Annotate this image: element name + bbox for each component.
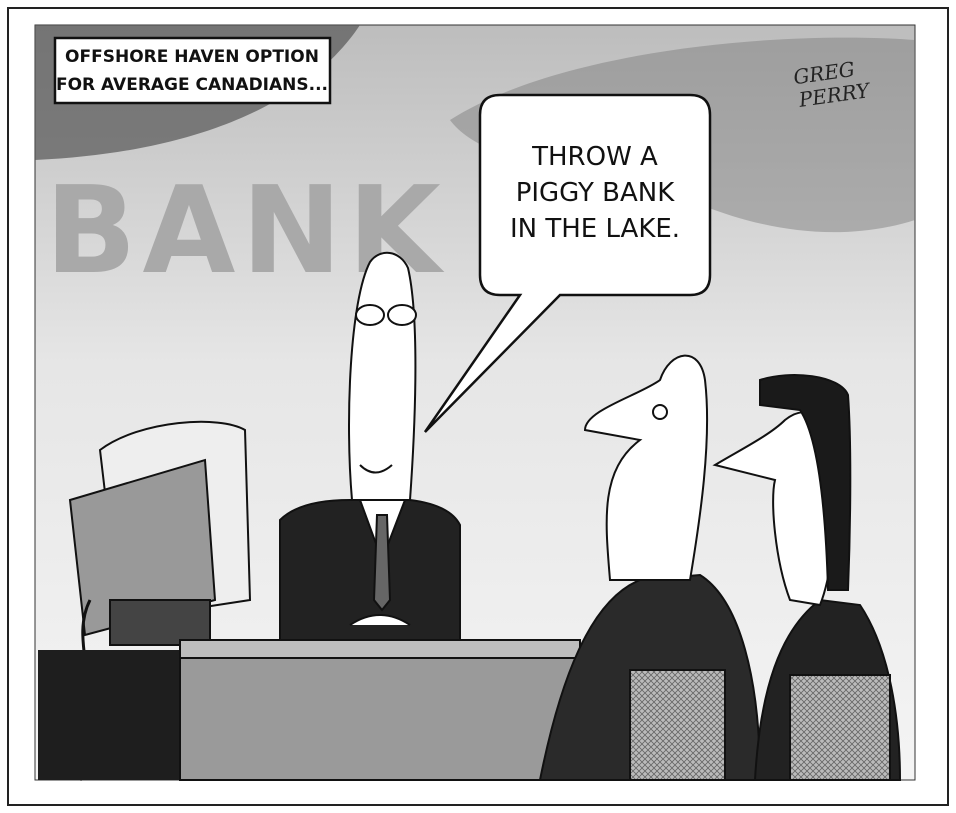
computer xyxy=(68,420,252,782)
caption-line: FOR AVERAGE CANADIANS... xyxy=(56,75,328,95)
bubble-line: PIGGY BANK xyxy=(516,178,676,208)
desk xyxy=(179,639,581,781)
cabinet xyxy=(38,650,183,780)
caption-line: OFFSHORE HAVEN OPTION xyxy=(65,47,319,67)
bubble-line: IN THE LAKE. xyxy=(510,214,680,244)
customer-woman xyxy=(712,374,902,781)
caption-box xyxy=(53,36,332,105)
customer-man xyxy=(538,354,762,781)
banker xyxy=(279,252,461,641)
speech-bubble xyxy=(423,93,712,433)
bubble-line: THROW A xyxy=(531,142,658,172)
desk-top xyxy=(179,639,581,659)
